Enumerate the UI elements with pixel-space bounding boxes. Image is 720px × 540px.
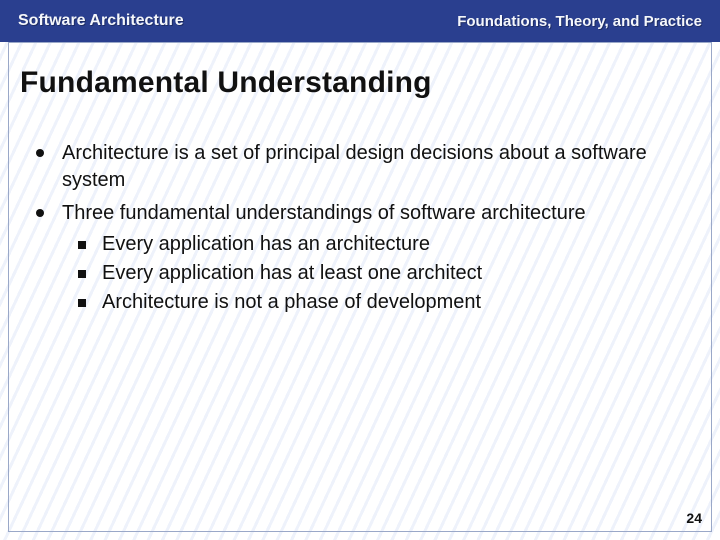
- bullet-text: Three fundamental understandings of soft…: [62, 202, 586, 224]
- header-bar: Software Architecture Foundations, Theor…: [0, 0, 720, 42]
- list-item: Three fundamental understandings of soft…: [34, 200, 690, 316]
- list-item: Every application has an architecture: [76, 231, 690, 258]
- page-number: 24: [686, 510, 702, 526]
- slide: Software Architecture Foundations, Theor…: [0, 0, 720, 540]
- bullet-text: Every application has at least one archi…: [102, 262, 482, 284]
- bullet-text: Every application has an architecture: [102, 233, 430, 255]
- slide-content: Architecture is a set of principal desig…: [34, 140, 690, 322]
- header-right-text: Foundations, Theory, and Practice: [457, 13, 702, 30]
- sub-bullet-list: Every application has an architecture Ev…: [76, 231, 690, 316]
- slide-title: Fundamental Understanding: [20, 66, 432, 100]
- bullet-text: Architecture is not a phase of developme…: [102, 291, 481, 313]
- bullet-list: Architecture is a set of principal desig…: [34, 140, 690, 316]
- list-item: Architecture is not a phase of developme…: [76, 289, 690, 316]
- header-left-text: Software Architecture: [18, 12, 184, 30]
- bullet-text: Architecture is a set of principal desig…: [62, 142, 647, 191]
- list-item: Every application has at least one archi…: [76, 260, 690, 287]
- list-item: Architecture is a set of principal desig…: [34, 140, 690, 194]
